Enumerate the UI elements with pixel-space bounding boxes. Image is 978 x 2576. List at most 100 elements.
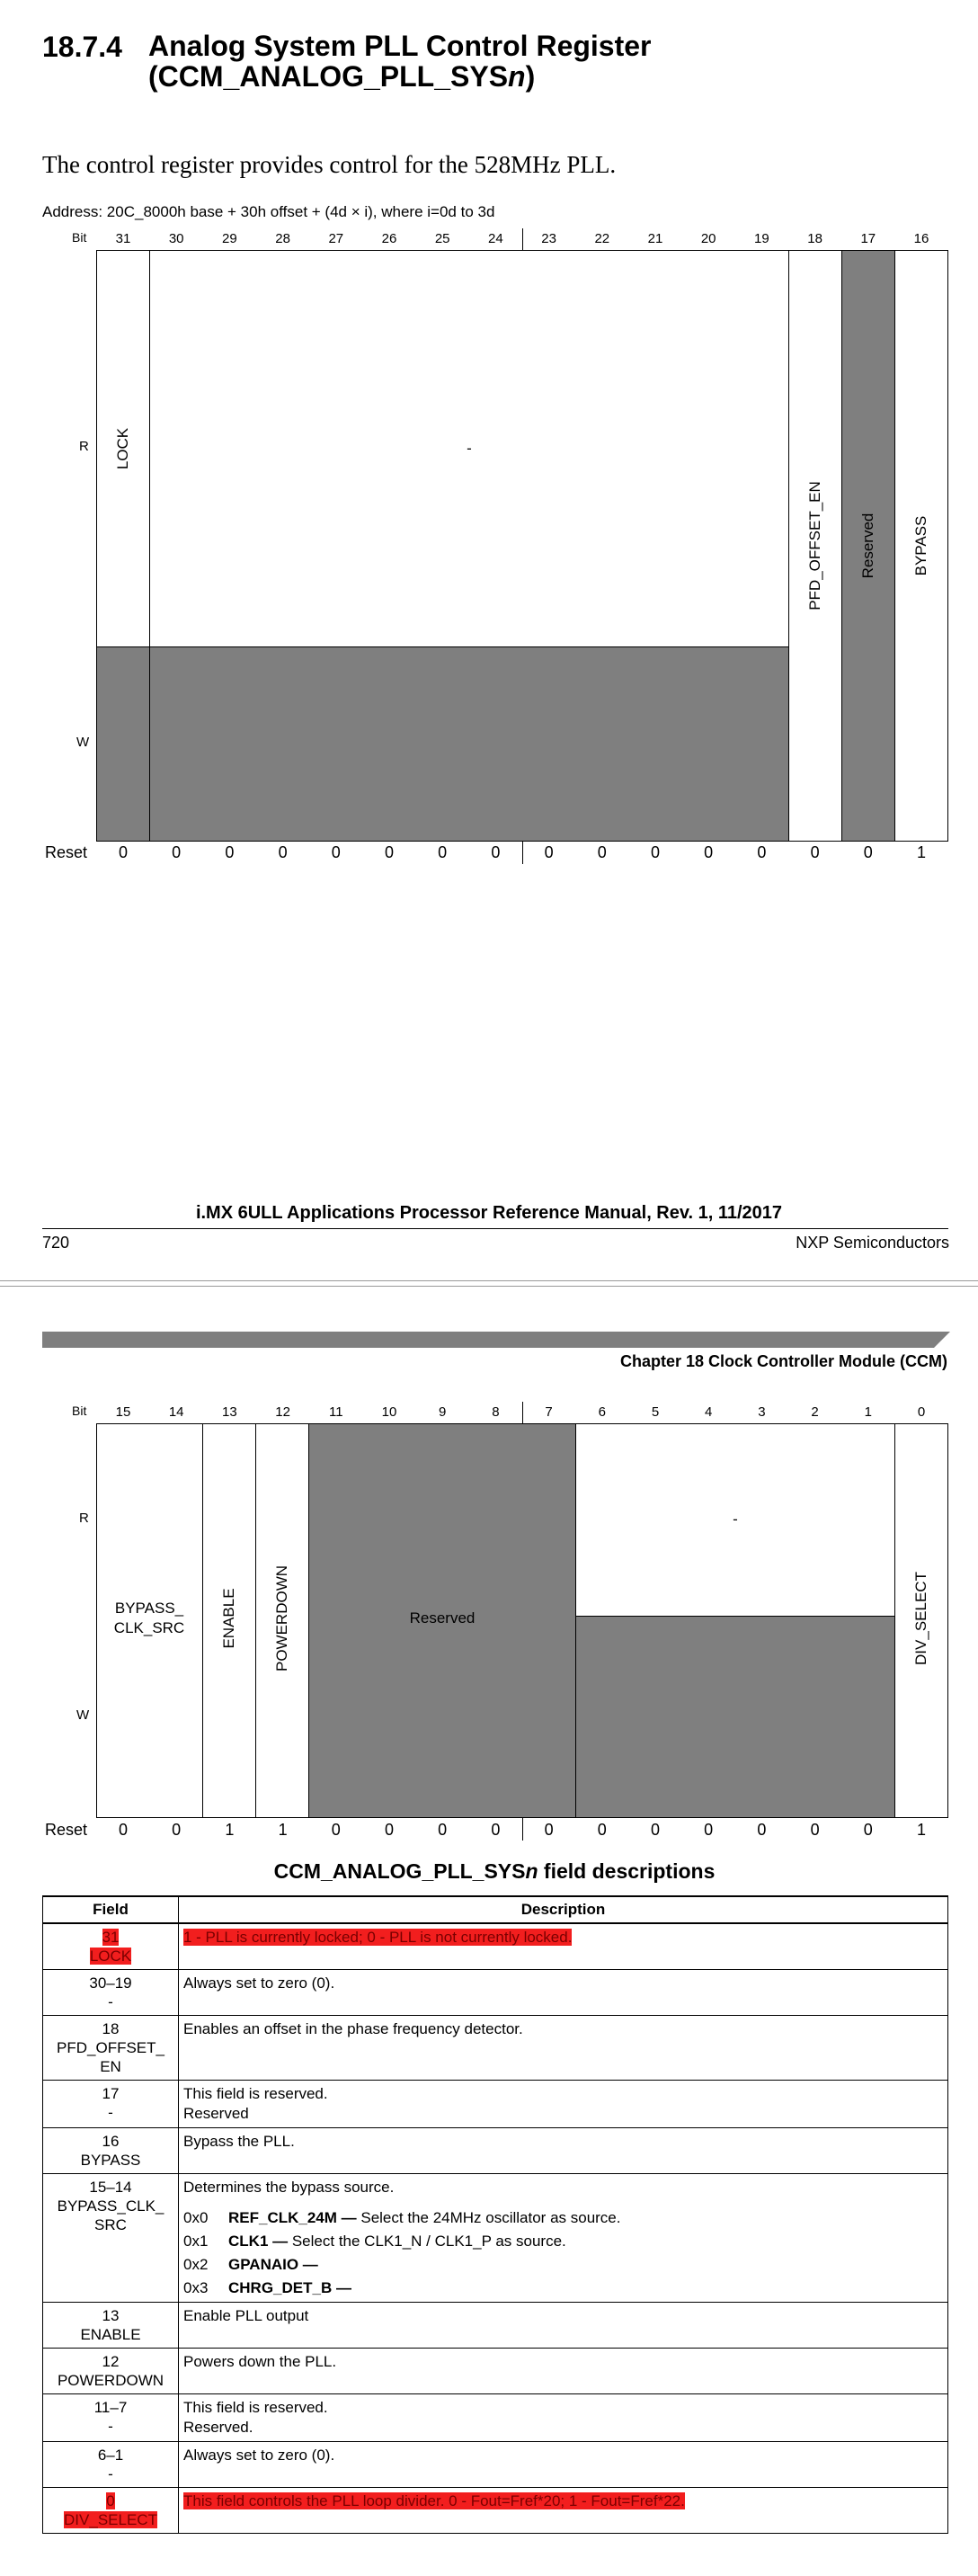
field-text: 18 [102,2020,120,2037]
reset-value-0-6: 0 [438,1821,448,1839]
reset-value-0-4: 0 [331,843,341,861]
table-title-italic: n [525,1859,538,1883]
div-select-label: DIV_SELECT [912,1572,929,1665]
enum-name: GPANAIO — [228,2256,318,2273]
description-cell: This field controls the PLL loop divider… [178,2487,948,2534]
description-cell: Powers down the PLL. [178,2348,948,2394]
field-text: 30–19 [89,1974,132,1992]
footer-title: i.MX 6ULL Applications Processor Referen… [195,1203,783,1223]
lower-reset-divider [522,1817,523,1841]
reset-value-0-12: 0 [757,843,767,861]
bit-number-1-14: 1 [864,1404,872,1420]
bits30-19-r-cell [149,250,789,647]
reset-value-1-15: 1 [916,843,926,861]
upper-bit-divider [522,228,523,250]
bypass-enum-row: 0x3 CHRG_DET_B — [183,2278,943,2298]
reset-label-lower: Reset [45,1821,88,1839]
reset-value-0-10: 0 [650,1821,660,1839]
table-row: 13 ENABLE Enable PLL output [42,2302,948,2349]
title-prefix: (CCM_ANALOG_PLL_SYS [148,60,509,93]
enum-code: 0x1 [183,2233,209,2250]
description-text: Enables an offset in the phase frequency… [183,2020,523,2037]
table-row: 12 POWERDOWN Powers down the PLL. [42,2348,948,2394]
section-title-line2: (CCM_ANALOG_PLL_SYSn) [148,61,652,92]
bits30-19-dash: - [467,440,472,457]
powerdown-label: POWERDOWN [273,1564,290,1672]
table-row: 0 DIV_SELECT This field controls the PLL l… [42,2487,948,2534]
title-italic: n [508,60,526,93]
reset-value-0-9: 0 [597,1821,607,1839]
bit-number-17-14: 17 [860,231,876,246]
bit-number-25-6: 25 [434,231,450,246]
reset-value-0-0: 0 [118,1821,128,1839]
reserved17-cell [841,250,895,842]
reset-value-0-4: 0 [331,1821,341,1839]
field-text: - [108,1993,113,2010]
reset-value-0-7: 0 [491,843,501,861]
table-row: 31 LOCK 1 - PLL is currently locked; 0 - P… [42,1922,948,1970]
field-text: 11–7 [93,2399,128,2416]
table-row: 11–7 - This field is reserved. Reserved. [42,2393,948,2442]
field-cell: 15–14 BYPASS_CLK_ SRC [42,2173,179,2303]
reset-value-0-7: 0 [491,1821,501,1839]
bypass-enum-row: 0x2 GPANAIO — [183,2255,943,2275]
bit-number-30-1: 30 [168,231,184,246]
chapter-header: Chapter 18 Clock Controller Module (CCM) [619,1352,947,1370]
reset-value-1-2: 1 [225,1821,235,1839]
reset-value-0-10: 0 [650,843,660,861]
reset-value-0-11: 0 [704,1821,714,1839]
field-cell: 13 ENABLE [42,2302,179,2349]
w-label-upper: W [76,735,90,750]
reserved17-label: Reserved [859,513,876,579]
section-title: Analog System PLL Control Register (CCM_… [148,31,652,92]
field-cell: 16 BYPASS [42,2127,179,2174]
reset-value-0-13: 0 [810,843,820,861]
bit-number-3-12: 3 [758,1404,766,1420]
bypass-clk-src-label-line1: BYPASS_ [114,1600,184,1617]
bit-number-9-6: 9 [439,1404,447,1420]
description-cell: Always set to zero (0). [178,2441,948,2488]
footer-vendor: NXP Semiconductors [796,1234,949,1252]
description-cell: This field is reserved. Reserved. [178,2393,948,2442]
field-cell: 11–7 - [42,2393,179,2442]
enable-label: ENABLE [220,1588,237,1649]
bypass-label: BYPASS [912,515,929,576]
page-separator-top [0,1280,978,1281]
enum-code: 0x3 [183,2279,209,2296]
bit-number-10-5: 10 [381,1404,397,1420]
field-text: 17 [102,2085,120,2102]
reset-value-0-8: 0 [544,843,554,861]
bit-number-0-15: 0 [917,1404,926,1420]
description-text: Powers down the PLL. [183,2353,337,2370]
description-cell: Enable PLL output [178,2302,948,2349]
field-text: BYPASS_CLK_ [57,2197,164,2215]
reset-value-1-15: 1 [916,1821,926,1839]
field-text: SRC [94,2216,127,2233]
bits6-1-w-cell [575,1616,895,1818]
field-text: DIV_SELECT [64,2511,157,2528]
reset-value-0-8: 0 [544,1821,554,1839]
description-text-2: Reserved [183,2105,249,2122]
description-text: Enable PLL output [183,2307,309,2324]
enum-code: 0x2 [183,2256,209,2273]
description-text: This field is reserved. [183,2399,328,2416]
lock-field-label: LOCK [114,427,131,470]
lock-w-cell [96,646,150,842]
field-text: EN [100,2058,121,2075]
field-text: 13 [102,2307,120,2324]
bit-number-19-12: 19 [754,231,769,246]
description-cell: This field is reserved. Reserved [178,2080,948,2128]
bit-number-12-3: 12 [275,1404,290,1420]
table-row: 16 BYPASS Bypass the PLL. [42,2127,948,2174]
field-text: 6–1 [97,2447,124,2464]
section-title-line1: Analog System PLL Control Register [148,30,652,62]
description-text: 1 - PLL is currently locked; 0 - PLL is … [183,1929,573,1946]
bit-number-23-8: 23 [541,231,556,246]
bit-number-6-9: 6 [598,1404,606,1420]
enum-text: Select the 24MHz oscillator as source. [356,2209,621,2226]
bit-number-26-5: 26 [381,231,397,246]
footer-rule [42,1228,948,1229]
chapter-header-bar [42,1332,950,1348]
table-row: 6–1- Always set to zero (0). [42,2441,948,2488]
reset-value-0-5: 0 [384,843,394,861]
